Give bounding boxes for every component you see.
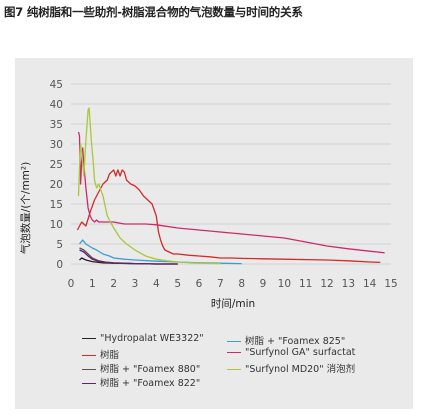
y-tick-label: 5 xyxy=(56,239,63,251)
legend-label: 树脂 + "Foamex 822" xyxy=(100,378,201,389)
y-tick-label: 15 xyxy=(50,199,63,211)
legend-swatch xyxy=(82,338,96,339)
y-axis-title: 气泡数量/(个/mm²) xyxy=(19,162,32,254)
legend-item: 树脂 + "Foamex 822" xyxy=(82,375,200,389)
legend-label: 树脂 + "Foamex 825" xyxy=(245,336,346,347)
legend-swatch xyxy=(82,383,96,384)
series-line-5 xyxy=(77,131,385,254)
x-tick-label: 0 xyxy=(68,278,75,290)
legend-label: 树脂 + "Foamex 880" xyxy=(100,364,201,375)
x-tick-label: 7 xyxy=(217,278,224,290)
legend-item: 树脂 xyxy=(82,347,119,361)
x-tick-label: 5 xyxy=(174,278,181,290)
legend-swatch xyxy=(227,341,241,342)
y-tick-label: 20 xyxy=(50,179,63,191)
series-line-1 xyxy=(76,169,381,264)
series-line-3 xyxy=(79,249,178,265)
figure-caption: 图7 纯树脂和一些助剂-树脂混合物的气泡数量与时间的关系 xyxy=(4,5,303,19)
legend-swatch xyxy=(82,355,96,356)
x-tick-label: 15 xyxy=(384,278,397,290)
x-tick-label: 10 xyxy=(278,278,291,290)
y-tick-label: 40 xyxy=(50,99,63,111)
legend-item: 树脂 + "Foamex 880" xyxy=(82,361,200,375)
x-tick-label: 11 xyxy=(299,278,312,290)
y-tick-label: 35 xyxy=(50,119,63,131)
legend-swatch xyxy=(227,369,241,370)
x-tick-label: 3 xyxy=(132,278,139,290)
legend-item: 树脂 + "Foamex 825" xyxy=(227,333,345,347)
x-axis-title: 时间/min xyxy=(211,297,255,310)
y-tick-label: 0 xyxy=(56,259,63,271)
legend-label: 树脂 xyxy=(100,350,120,361)
y-tick-label: 10 xyxy=(50,219,63,231)
legend-label: "Hydropalat WE3322" xyxy=(100,333,204,344)
y-tick-label: 30 xyxy=(50,139,63,151)
x-tick-label: 12 xyxy=(320,278,333,290)
legend-item: "Hydropalat WE3322" xyxy=(82,333,204,344)
x-tick-label: 9 xyxy=(260,278,267,290)
legend-label: "Surfynol GA" surfactat xyxy=(245,347,356,358)
y-tick-label: 45 xyxy=(50,79,63,91)
x-tick-label: 2 xyxy=(110,278,117,290)
x-tick-label: 13 xyxy=(342,278,355,290)
legend-swatch xyxy=(82,369,96,370)
legend-item: "Surfynol MD20" 消泡剂 xyxy=(227,361,355,375)
legend-label: "Surfynol MD20" 消泡剂 xyxy=(245,364,356,375)
x-tick-label: 14 xyxy=(363,278,377,290)
x-tick-label: 4 xyxy=(153,278,160,290)
series-line-6 xyxy=(77,107,221,265)
legend-swatch xyxy=(227,352,241,353)
x-tick-label: 6 xyxy=(196,278,203,290)
chart-panel: 0 5 10 15 20 25 30 35 40 45 0 1 2 3 4 5 6 7 8 9 10 11 12 13 14 15… xyxy=(15,58,413,409)
x-tick-label: 1 xyxy=(89,278,96,290)
y-tick-label: 25 xyxy=(50,159,63,171)
legend-item: "Surfynol GA" surfactat xyxy=(227,347,355,358)
x-tick-label: 8 xyxy=(238,278,245,290)
